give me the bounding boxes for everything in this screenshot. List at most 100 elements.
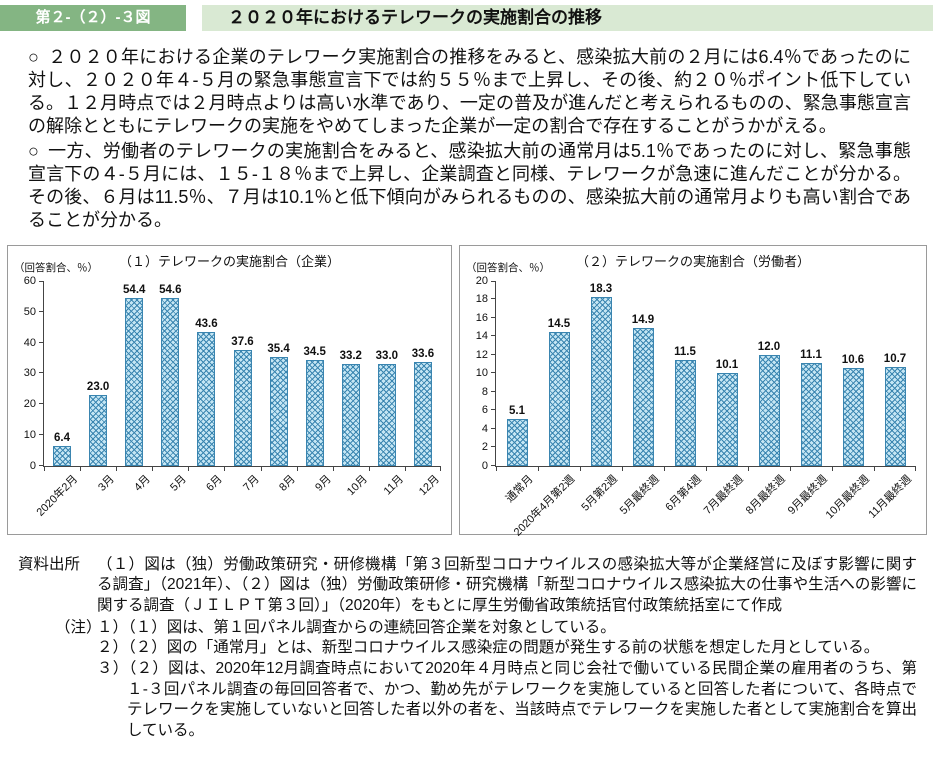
x-axis-label: 10月最終週 <box>823 472 872 522</box>
x-axis-tick-mark <box>297 465 298 471</box>
note-item: ２）（２）図の「通常月」とは、新型コロナウイルス感染症の問題が発生する前の状態を… <box>97 639 880 657</box>
bar-value-label: 6.4 <box>54 431 71 444</box>
x-axis-tick-mark <box>80 465 81 471</box>
x-axis-label: 2020年2月 <box>34 472 81 519</box>
y-axis-tick-label: 0 <box>29 459 36 472</box>
bar <box>843 367 864 466</box>
x-axis-labels: 2020年2月 3月 4月 5月 6月 7月 8月 9月 10月 11月 12月 <box>35 467 442 537</box>
note-label: （注） <box>55 618 102 636</box>
bar <box>885 366 906 466</box>
bar-value-label: 10.1 <box>715 358 739 371</box>
x-axis-tick-mark <box>116 465 117 471</box>
source-text: （１）図は（独）労働政策研究・研修機構「第３回新型コロナウイルスの感染拡大等が企… <box>97 555 917 615</box>
y-axis-tick-label: 6 <box>481 404 488 417</box>
y-axis-tick-label: 20 <box>23 398 36 411</box>
bar <box>414 361 432 466</box>
y-axis-unit-label: （回答割合、％） <box>466 261 550 274</box>
y-axis-tick-mark <box>491 316 496 318</box>
chart-companies: （回答割合、％） （１）テレワークの実施割合（企業） 0 10 20 30 40 50 60… <box>7 244 452 537</box>
bullet-marker: ○ <box>28 47 40 67</box>
chart-header: （回答割合、％） （１）テレワークの実施割合（企業） <box>8 251 451 275</box>
bar <box>197 331 215 466</box>
x-axis-tick-mark <box>369 465 370 471</box>
x-axis-label: 8月 <box>277 472 298 494</box>
y-axis-tick-label: 30 <box>23 367 36 380</box>
y-axis-tick-mark <box>491 372 496 374</box>
x-axis-label: 5月第2週 <box>579 472 620 514</box>
y-axis-tick-mark <box>39 310 44 312</box>
x-axis-tick-mark <box>790 465 791 471</box>
y-axis-tick-label: 14 <box>475 330 488 343</box>
bar <box>270 356 288 466</box>
note-items: １）（１）図は、第１回パネル調査からの連続回答企業を対象としている。 ２）（２）… <box>97 618 917 742</box>
y-axis-tick-mark <box>491 427 496 429</box>
x-axis-tick-mark <box>832 465 833 471</box>
bar <box>378 363 396 466</box>
y-axis-tick-label: 8 <box>481 385 488 398</box>
note-row: （注） １）（１）図は、第１回パネル調査からの連続回答企業を対象としている。 ２… <box>18 618 917 742</box>
y-axis-tick-label: 18 <box>475 293 488 306</box>
x-axis-label: 6月 <box>204 472 225 494</box>
y-axis-tick-label: 50 <box>23 305 36 318</box>
x-axis-label: 通常月 <box>503 472 536 505</box>
y-axis-tick-label: 0 <box>481 459 488 472</box>
x-axis-tick-mark <box>664 465 665 471</box>
bar-value-label: 14.5 <box>547 317 571 330</box>
bar <box>759 354 780 466</box>
x-axis-label: 5月最終週 <box>617 472 662 517</box>
bullet-paragraph: ○ ２０２０年における企業のテレワーク実施割合の推移をみると、感染拡大前の２月には… <box>28 46 911 137</box>
x-axis-tick-mark <box>496 465 497 471</box>
bar <box>717 372 738 466</box>
x-axis-tick-mark <box>622 465 623 471</box>
plot-area: 5.1 14.5 18.3 14.9 11.5 10.1 12.0 11.1 10.6 10.7 <box>491 280 916 471</box>
bar <box>161 297 179 466</box>
bar-value-label: 33.2 <box>339 349 362 362</box>
x-axis-tick-mark <box>580 465 581 471</box>
y-axis-tick-label: 10 <box>475 367 488 380</box>
chart-workers: （回答割合、％） （２）テレワークの実施割合（労働者） 0 2 4 6 8 10 12 14 1… <box>459 244 927 539</box>
x-axis-label: 6月第4週 <box>663 472 704 514</box>
y-axis-tick-mark <box>491 335 496 337</box>
x-axis-label: 11月 <box>381 472 406 498</box>
bullet-paragraph: ○ 一方、労働者のテレワークの実施割合をみると、感染拡大前の通常月は5.1％であっ… <box>28 140 911 231</box>
y-axis-tick-label: 60 <box>23 274 36 287</box>
bar-value-label: 11.1 <box>800 348 822 361</box>
x-axis-label: 4月 <box>132 472 153 494</box>
bar-value-label: 5.1 <box>509 404 525 417</box>
x-axis-label: 7月 <box>241 472 262 494</box>
x-axis-tick-mark <box>440 465 441 471</box>
x-axis-label: 3月 <box>96 472 117 494</box>
y-axis-tick-mark <box>491 353 496 355</box>
bar <box>342 363 360 466</box>
x-axis-label: 10月 <box>344 472 370 498</box>
bullet-text: 一方、労働者のテレワークの実施割合をみると、感染拡大前の通常月は5.1％であった… <box>28 141 911 231</box>
bar-value-label: 23.0 <box>86 380 110 393</box>
y-axis-tick-mark <box>491 280 496 282</box>
bar-value-label: 33.0 <box>375 349 399 362</box>
note-item: １）（１）図は、第１回パネル調査からの連続回答企業を対象としている。 <box>97 618 616 636</box>
bar <box>633 327 654 466</box>
bar <box>591 296 612 466</box>
bar-value-label: 54.6 <box>159 283 182 296</box>
y-axis-tick-label: 16 <box>475 311 488 324</box>
bar <box>125 297 143 466</box>
bar <box>306 359 324 466</box>
y-axis-tick-mark <box>491 390 496 392</box>
x-axis-label: 11月最終週 <box>865 472 914 521</box>
x-axis-label: 9月 <box>313 472 334 494</box>
x-axis-label: 8月最終週 <box>743 472 788 517</box>
y-axis-tick-label: 20 <box>475 274 488 287</box>
bar <box>675 359 696 466</box>
chart-header: （回答割合、％） （２）テレワークの実施割合（労働者） <box>460 251 926 275</box>
x-axis-tick-mark <box>748 465 749 471</box>
y-axis-tick-mark <box>491 464 496 466</box>
x-axis-label: 12月 <box>416 472 442 498</box>
x-axis-tick-mark <box>261 465 262 471</box>
y-axis-tick-label: 12 <box>475 348 488 361</box>
y-axis-tick-mark <box>39 280 44 282</box>
y-axis-unit-label: （回答割合、％） <box>14 261 98 274</box>
notes: 資料出所 （１）図は（独）労働政策研究・研修機構「第３回新型コロナウイルスの感染… <box>18 555 917 741</box>
x-axis-tick-mark <box>333 465 334 471</box>
bar-value-label: 10.7 <box>883 352 907 365</box>
chart-title: （２）テレワークの実施割合（労働者） <box>575 253 810 269</box>
